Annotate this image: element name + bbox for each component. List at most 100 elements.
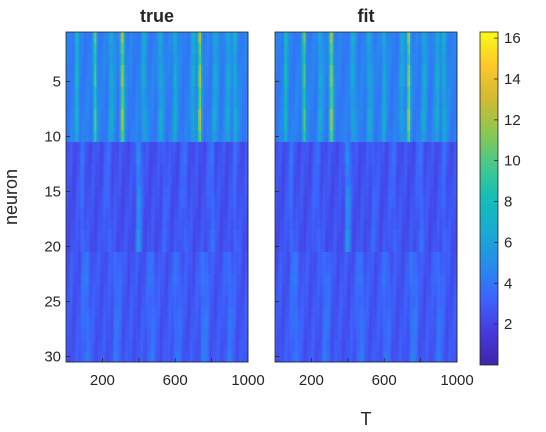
heatmap-cell bbox=[300, 54, 303, 66]
heatmap-cell bbox=[93, 263, 96, 275]
heatmap-cell bbox=[84, 98, 87, 110]
heatmap-cell bbox=[344, 109, 347, 121]
heatmap-cell bbox=[207, 131, 209, 143]
heatmap-cell bbox=[204, 318, 206, 330]
heatmap-cell bbox=[76, 340, 79, 352]
heatmap-cell bbox=[400, 43, 403, 55]
heatmap-cell bbox=[285, 65, 288, 77]
heatmap-cell bbox=[455, 142, 458, 154]
heatmap-cell bbox=[222, 54, 225, 66]
heatmap-cell bbox=[116, 241, 118, 253]
heatmap-cell bbox=[97, 142, 100, 154]
heatmap-cell bbox=[100, 43, 103, 55]
heatmap-cell bbox=[96, 230, 99, 242]
heatmap-cell bbox=[244, 241, 247, 253]
heatmap-cell bbox=[167, 153, 170, 165]
heatmap-cell bbox=[66, 109, 68, 121]
heatmap-cell bbox=[318, 32, 321, 44]
heatmap-cell bbox=[75, 54, 78, 66]
heatmap-cell bbox=[234, 285, 237, 297]
heatmap-cell bbox=[214, 252, 217, 264]
heatmap-cell bbox=[234, 252, 237, 264]
heatmap-cell bbox=[300, 87, 303, 99]
heatmap-cell bbox=[340, 32, 343, 44]
heatmap-cell bbox=[293, 142, 296, 154]
heatmap-cell bbox=[114, 153, 117, 165]
heatmap-cell bbox=[141, 164, 144, 176]
heatmap-cell bbox=[94, 252, 97, 264]
heatmap-cell bbox=[359, 120, 362, 132]
heatmap-cell bbox=[311, 43, 314, 55]
heatmap-cell bbox=[400, 120, 403, 132]
heatmap-cell bbox=[164, 131, 167, 143]
heatmap-cell bbox=[191, 98, 194, 110]
heatmap-cell bbox=[150, 230, 153, 242]
heatmap-cell bbox=[211, 197, 214, 209]
heatmap-cell bbox=[220, 164, 223, 176]
heatmap-cell bbox=[109, 252, 112, 264]
heatmap-cell bbox=[167, 32, 170, 44]
heatmap-cell bbox=[314, 142, 317, 154]
heatmap-cell bbox=[76, 142, 79, 154]
heatmap-cell bbox=[113, 54, 115, 66]
heatmap-cell bbox=[355, 76, 358, 88]
heatmap-cell bbox=[405, 87, 408, 99]
heatmap-cell bbox=[406, 98, 409, 110]
heatmap-cell bbox=[84, 109, 87, 121]
heatmap-cell bbox=[103, 252, 106, 264]
heatmap-cell bbox=[358, 76, 361, 88]
heatmap-cell bbox=[172, 186, 175, 198]
heatmap-cell bbox=[184, 318, 187, 330]
heatmap-cell bbox=[299, 54, 302, 66]
heatmap-cell bbox=[393, 98, 396, 110]
heatmap-cell bbox=[169, 142, 172, 154]
heatmap-cell bbox=[417, 98, 420, 110]
heatmap-cell bbox=[229, 76, 232, 88]
heatmap-cell bbox=[99, 186, 102, 198]
heatmap-cell bbox=[384, 87, 387, 99]
heatmap-cell bbox=[166, 263, 169, 275]
heatmap-cell bbox=[207, 164, 209, 176]
heatmap-cell bbox=[114, 307, 117, 319]
heatmap-cell bbox=[226, 43, 229, 55]
heatmap-cell bbox=[231, 142, 234, 154]
heatmap-cell bbox=[362, 142, 365, 154]
heatmap-cell bbox=[243, 241, 246, 253]
heatmap-cell bbox=[78, 340, 81, 352]
heatmap-cell bbox=[179, 164, 182, 176]
heatmap-cell bbox=[157, 164, 159, 176]
heatmap-cell bbox=[222, 43, 225, 55]
heatmap-cell bbox=[85, 252, 88, 264]
heatmap-cell bbox=[153, 164, 156, 176]
heatmap-cell bbox=[99, 252, 102, 264]
heatmap-cell bbox=[196, 351, 199, 363]
heatmap-cell bbox=[312, 87, 315, 99]
heatmap-cell bbox=[99, 274, 102, 286]
heatmap-cell bbox=[238, 98, 241, 110]
heatmap-cell bbox=[106, 175, 109, 187]
heatmap-cell bbox=[200, 76, 203, 88]
heatmap-cell bbox=[278, 87, 280, 99]
heatmap-cell bbox=[93, 87, 96, 99]
heatmap-cell bbox=[134, 87, 137, 99]
heatmap-cell bbox=[155, 208, 158, 220]
heatmap-cell bbox=[325, 98, 327, 110]
heatmap-cell bbox=[144, 175, 147, 187]
heatmap-cell bbox=[149, 197, 152, 209]
heatmap-cell bbox=[185, 263, 188, 275]
heatmap-cell bbox=[346, 131, 349, 143]
heatmap-cell bbox=[103, 340, 106, 352]
heatmap-cell bbox=[228, 43, 231, 55]
heatmap-cell bbox=[441, 65, 444, 77]
heatmap-cell bbox=[235, 164, 238, 176]
heatmap-cell bbox=[70, 318, 73, 330]
heatmap-cell bbox=[106, 197, 109, 209]
heatmap-cell bbox=[216, 329, 219, 341]
heatmap-cell bbox=[303, 98, 306, 110]
heatmap-cell bbox=[175, 164, 178, 176]
heatmap-cell bbox=[94, 197, 97, 209]
heatmap-cell bbox=[109, 296, 112, 308]
heatmap-cell bbox=[438, 76, 441, 88]
heatmap-cell bbox=[190, 87, 193, 99]
heatmap-cell bbox=[417, 65, 420, 77]
